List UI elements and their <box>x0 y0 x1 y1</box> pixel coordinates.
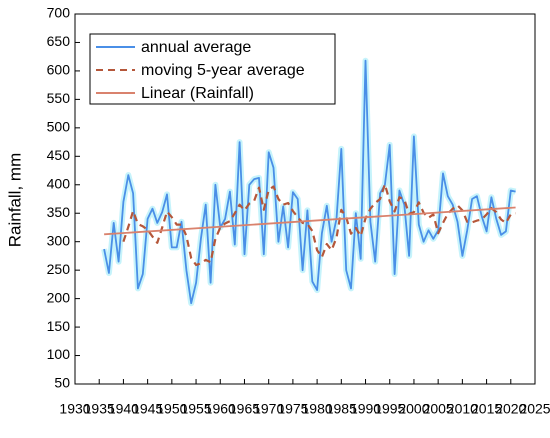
x-tick-label: 1950 <box>156 401 187 417</box>
x-tick-label: 1990 <box>350 401 381 417</box>
y-tick-label: 400 <box>47 175 71 191</box>
x-tick-label: 1930 <box>59 401 90 417</box>
legend: annual average moving 5-year average Linea… <box>89 33 336 105</box>
y-tick-label: 500 <box>47 119 71 135</box>
y-tick-label: 150 <box>47 318 71 334</box>
x-tick-label: 2020 <box>495 401 526 417</box>
x-tick-label: 1970 <box>253 401 284 417</box>
y-tick-label: 350 <box>47 204 71 220</box>
x-tick-label: 1980 <box>302 401 333 417</box>
y-tick-label: 100 <box>47 346 71 362</box>
x-tick-label: 1960 <box>205 401 236 417</box>
x-tick-label: 1945 <box>132 401 163 417</box>
x-tick-label: 1985 <box>326 401 357 417</box>
x-tick-label: 1935 <box>84 401 115 417</box>
plot-frame <box>74 13 536 385</box>
x-tick-label: 1975 <box>277 401 308 417</box>
y-tick-label: 600 <box>47 62 71 78</box>
series-line <box>103 59 516 305</box>
y-tick-label: 300 <box>47 232 71 248</box>
x-tick-label: 2025 <box>519 401 550 417</box>
y-axis-label: Rainfall, mm <box>5 153 24 247</box>
y-tick-label: 700 <box>47 5 71 21</box>
y-tick-label: 50 <box>54 375 70 391</box>
x-tick-label: 2000 <box>398 401 429 417</box>
series-line <box>104 206 516 236</box>
y-tick-label: 650 <box>47 33 71 49</box>
legend-label: Linear (Rainfall) <box>141 85 254 102</box>
x-tick-label: 1995 <box>374 401 405 417</box>
x-tick-label: 2015 <box>471 401 502 417</box>
legend-label: annual average <box>141 39 251 56</box>
legend-label: moving 5-year average <box>141 62 305 79</box>
x-tick-label: 1965 <box>229 401 260 417</box>
y-tick-label: 550 <box>47 90 71 106</box>
x-tick-label: 1955 <box>180 401 211 417</box>
x-tick-label: 1940 <box>108 401 139 417</box>
y-tick-label: 450 <box>47 147 71 163</box>
x-tick-label: 2005 <box>423 401 454 417</box>
y-tick-label: 250 <box>47 261 71 277</box>
y-tick-label: 200 <box>47 289 71 305</box>
x-tick-label: 2010 <box>447 401 478 417</box>
